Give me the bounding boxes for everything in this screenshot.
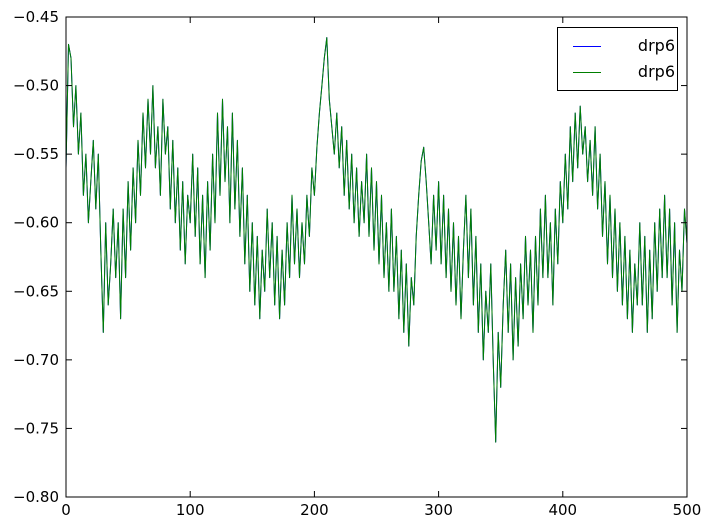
- y-tick-label: −0.75: [13, 419, 59, 437]
- axes-frame: [65, 16, 688, 498]
- legend-entry-blue: drp6: [558, 38, 677, 54]
- legend-label: drp6: [637, 36, 675, 55]
- legend-line-sample-green: [573, 71, 601, 73]
- series-line-blue: [65, 37, 688, 443]
- x-tick-label: 300: [424, 501, 453, 519]
- legend-label: drp6: [637, 62, 675, 81]
- y-tick-label: −0.80: [13, 488, 59, 506]
- x-tick-label: 500: [673, 501, 702, 519]
- y-tick-label: −0.55: [13, 145, 59, 163]
- y-tick-label: −0.45: [13, 8, 59, 26]
- series-line-green: [65, 37, 688, 443]
- x-tick-label: 400: [548, 501, 577, 519]
- y-tick-label: −0.70: [13, 351, 59, 369]
- y-tick-label: −0.65: [13, 282, 59, 300]
- legend-line-sample-blue: [573, 45, 601, 47]
- y-tick-label: −0.60: [13, 214, 59, 232]
- x-tick-label: 0: [61, 501, 71, 519]
- y-tick-label: −0.50: [13, 77, 59, 95]
- legend: drp6 drp6: [557, 27, 678, 91]
- x-tick-label: 100: [176, 501, 205, 519]
- legend-entry-green: drp6: [558, 64, 677, 80]
- x-tick-label: 200: [300, 501, 329, 519]
